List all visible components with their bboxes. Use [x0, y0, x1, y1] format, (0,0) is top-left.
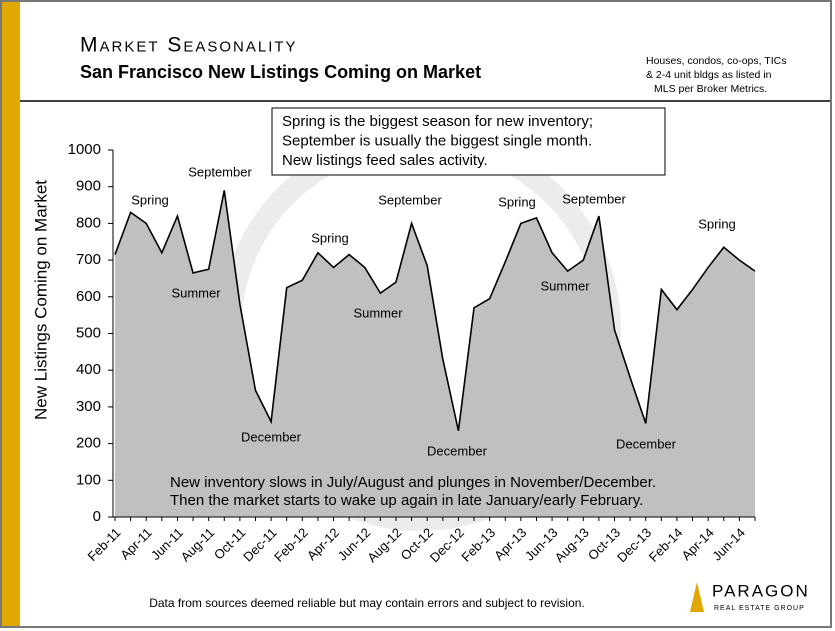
- annotation: September: [378, 192, 442, 207]
- annotation: Summer: [353, 305, 403, 320]
- bottom-note-line: Then the market starts to wake up again …: [170, 492, 643, 509]
- y-tick-label: 200: [76, 435, 101, 452]
- note-line: Houses, condos, co-ops, TICs: [646, 55, 786, 67]
- y-tick-label: 900: [76, 178, 101, 195]
- annotation: December: [427, 443, 488, 458]
- chart-subtitle: San Francisco New Listings Coming on Mar…: [80, 62, 481, 82]
- logo-tagline: REAL ESTATE GROUP: [714, 605, 805, 612]
- annotation: Spring: [698, 216, 736, 231]
- callout-line: Spring is the biggest season for new inv…: [282, 113, 593, 130]
- annotation: September: [562, 191, 626, 206]
- note-line: & 2-4 unit bldgs as listed in: [646, 69, 772, 81]
- logo-icon: [690, 582, 704, 612]
- annotation: Spring: [311, 230, 349, 245]
- bottom-note-line: New inventory slows in July/August and p…: [170, 474, 656, 491]
- y-tick-label: 1000: [68, 141, 101, 158]
- note-line: MLS per Broker Metrics.: [654, 83, 767, 95]
- y-tick-label: 300: [76, 398, 101, 415]
- annotation: December: [616, 436, 677, 451]
- logo-name: PARAGON: [712, 581, 810, 600]
- gold-strip: [2, 2, 20, 626]
- y-tick-label: 0: [93, 508, 101, 525]
- y-tick-label: 600: [76, 288, 101, 305]
- y-tick-label: 800: [76, 214, 101, 231]
- y-tick-label: 400: [76, 361, 101, 378]
- y-tick-label: 700: [76, 251, 101, 268]
- annotation: Summer: [171, 285, 221, 300]
- annotation: September: [188, 164, 252, 179]
- callout-line: New listings feed sales activity.: [282, 152, 488, 169]
- y-tick-label: 100: [76, 471, 101, 488]
- annotation: Spring: [498, 194, 536, 209]
- callout-box: [271, 107, 666, 176]
- chart-title: Market Seasonality: [80, 34, 298, 57]
- annotation: December: [241, 429, 302, 444]
- annotation: Spring: [131, 192, 169, 207]
- y-tick-label: 500: [76, 324, 101, 341]
- line: [114, 190, 756, 431]
- area-fill: [115, 190, 755, 517]
- annotation: Summer: [540, 278, 590, 293]
- callout-line: September is usually the biggest single …: [282, 132, 592, 149]
- y-axis-label: New Listings Coming on Market: [31, 180, 50, 420]
- footer: Data from sources deemed reliable but ma…: [149, 596, 585, 610]
